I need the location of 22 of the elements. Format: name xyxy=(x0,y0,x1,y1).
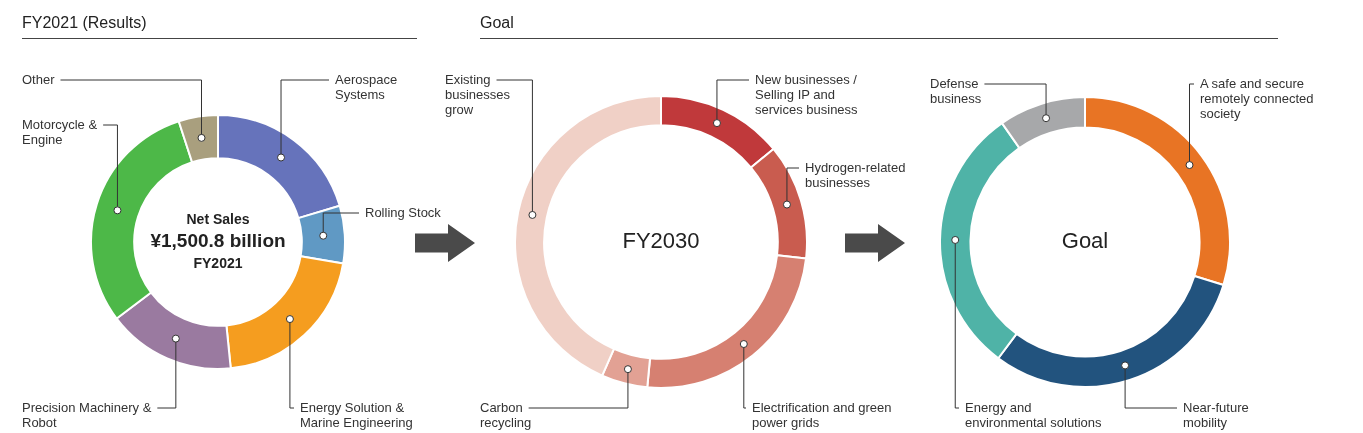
slice-label: Existing businesses grow xyxy=(445,71,511,117)
slice-label: Energy Solution & Marine Engineering xyxy=(300,399,413,430)
slice-label: Other xyxy=(22,71,56,87)
slice-label: Hydrogen-related businesses xyxy=(805,159,906,190)
slice-label: Electrification and green power grids xyxy=(752,399,892,430)
slice-label: Rolling Stock xyxy=(365,204,442,220)
slice-label: Energy and environmental solutions xyxy=(965,399,1103,430)
text: ¥1,500.8 billion xyxy=(150,230,286,252)
slice-label: Carbon recycling xyxy=(480,399,532,430)
slice-label: A safe and secure remotely connected society xyxy=(1200,75,1314,121)
text: Goal xyxy=(1061,228,1109,254)
text: FY2021 xyxy=(193,255,243,272)
slice-label: New businesses / Selling IP and services business xyxy=(755,71,859,117)
chart-title: Goal xyxy=(480,14,1278,39)
text: Net Sales xyxy=(186,210,250,227)
slice-label: Defense business xyxy=(930,75,982,106)
chart-title: FY2021 (Results) xyxy=(22,14,417,39)
slice-label: Motorcycle & Engine xyxy=(22,116,98,147)
slice-label: Aerospace Systems xyxy=(335,71,398,102)
text: FY2030 xyxy=(622,228,700,254)
slice-label: Near-future mobility xyxy=(1183,399,1249,430)
slice-label: Precision Machinery & Robot xyxy=(22,399,152,430)
